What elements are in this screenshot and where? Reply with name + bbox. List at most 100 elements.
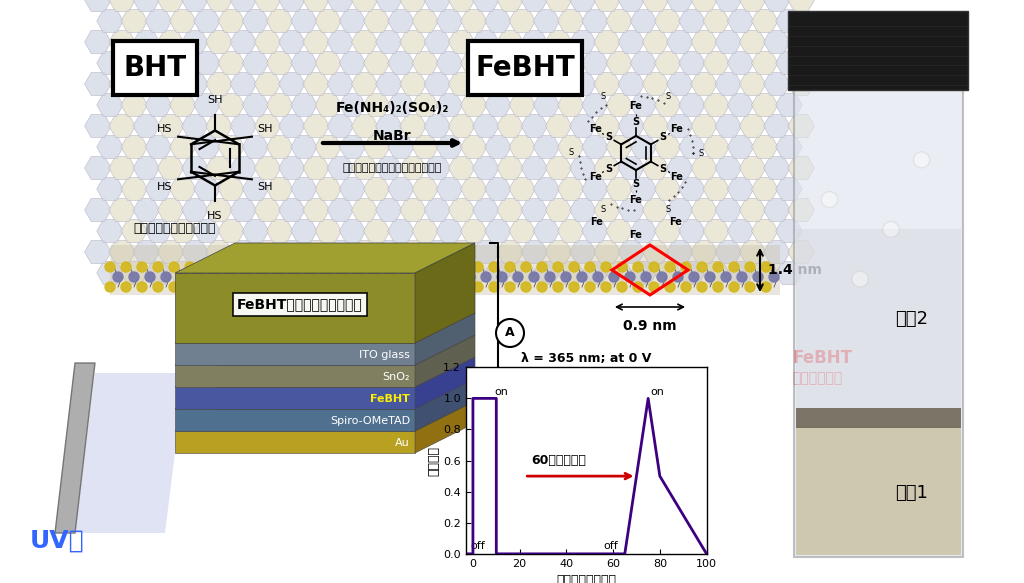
Polygon shape [175,431,415,453]
Circle shape [249,262,259,272]
FancyBboxPatch shape [113,41,197,95]
Circle shape [705,272,715,282]
Circle shape [257,272,267,282]
Circle shape [153,282,163,292]
Text: SH: SH [257,124,272,134]
Circle shape [201,282,211,292]
Circle shape [281,282,291,292]
Circle shape [369,272,379,282]
Circle shape [401,272,411,282]
Text: Fe: Fe [630,230,642,240]
Polygon shape [415,243,475,343]
Circle shape [561,272,571,282]
Circle shape [697,282,707,292]
Circle shape [585,282,595,292]
Circle shape [329,282,339,292]
Circle shape [393,262,403,272]
Circle shape [473,262,483,272]
Polygon shape [175,243,475,273]
Circle shape [649,262,659,272]
Circle shape [593,272,603,282]
Text: FeBHTを受光層とする素子: FeBHTを受光層とする素子 [238,297,362,311]
Polygon shape [75,373,185,533]
Text: HS: HS [158,182,173,192]
Circle shape [273,272,283,282]
Text: Fe: Fe [669,216,682,227]
Y-axis label: 検出電流: 検出電流 [428,445,440,476]
Circle shape [713,282,723,292]
Circle shape [745,282,755,292]
Bar [110,245,780,295]
Text: BHT: BHT [124,54,186,82]
Circle shape [265,262,275,272]
Text: SnO₂: SnO₂ [383,372,410,382]
Circle shape [265,282,275,292]
Circle shape [625,272,635,282]
Circle shape [409,282,419,292]
Circle shape [121,262,131,272]
Circle shape [769,272,779,282]
Circle shape [529,272,539,282]
Circle shape [585,262,595,272]
Text: S: S [601,92,606,101]
Polygon shape [175,273,415,343]
Text: HS: HS [158,124,173,134]
Circle shape [185,282,195,292]
Text: （液液界面）: （液液界面） [792,371,843,385]
Circle shape [233,262,243,272]
Circle shape [569,262,579,272]
Polygon shape [175,343,415,365]
Circle shape [417,272,427,282]
Circle shape [649,282,659,292]
Circle shape [361,282,371,292]
Circle shape [281,262,291,272]
Circle shape [665,262,675,272]
Circle shape [105,262,115,272]
Polygon shape [415,379,475,431]
Circle shape [169,262,179,272]
FancyBboxPatch shape [468,41,582,95]
Circle shape [521,282,531,292]
Text: S: S [605,132,612,142]
Circle shape [633,262,643,272]
Circle shape [361,262,371,272]
Polygon shape [175,401,475,431]
Circle shape [537,282,547,292]
Circle shape [617,262,627,272]
Circle shape [505,282,515,292]
Circle shape [665,282,675,292]
Circle shape [433,272,443,282]
Circle shape [697,262,707,272]
Text: Fe: Fe [630,195,642,205]
Circle shape [713,262,723,272]
Polygon shape [415,357,475,409]
Polygon shape [55,363,95,533]
Text: Fe(NH₄)₂(SO₄)₂: Fe(NH₄)₂(SO₄)₂ [335,101,449,115]
Text: SH: SH [257,182,272,192]
Circle shape [457,262,467,272]
Text: S: S [633,117,640,127]
Text: S: S [659,132,667,142]
Text: S: S [605,164,612,174]
Circle shape [313,282,323,292]
Circle shape [217,262,227,272]
Circle shape [633,282,643,292]
Circle shape [913,152,930,168]
Circle shape [601,262,611,272]
Circle shape [121,282,131,292]
Text: 溶液1: 溶液1 [895,484,928,502]
Text: Fe: Fe [590,216,603,227]
Circle shape [377,262,387,272]
Text: Fe: Fe [589,124,602,135]
Circle shape [761,262,771,272]
Circle shape [496,319,524,347]
Polygon shape [175,365,415,387]
Polygon shape [415,335,475,387]
Circle shape [409,262,419,272]
Text: S: S [666,205,671,214]
Text: S: S [633,179,640,189]
Circle shape [569,282,579,292]
Text: ITO glass: ITO glass [359,350,410,360]
Circle shape [609,272,618,282]
Circle shape [641,272,651,282]
